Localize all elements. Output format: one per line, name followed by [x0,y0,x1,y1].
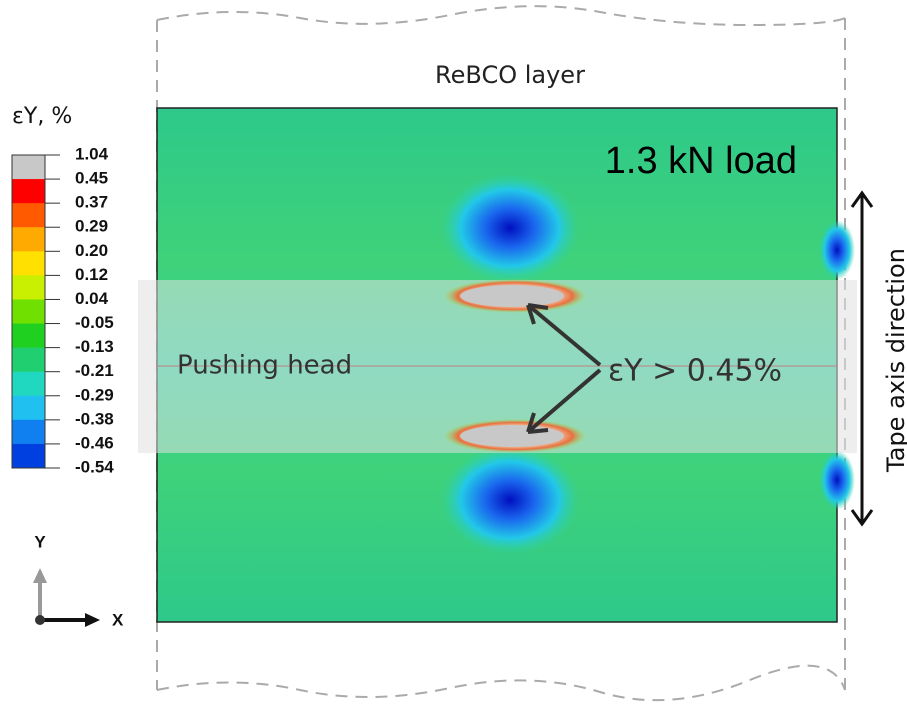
color-band [12,324,45,349]
color-band [12,372,45,397]
load-label: 1.3 kN load [605,140,797,182]
legend-label: 1.04 [75,144,109,163]
hot-core [460,285,564,307]
color-band [12,179,45,204]
color-band [12,348,45,373]
strain-spot [440,445,580,555]
color-band [12,203,45,228]
axis-direction-label: Tape axis direction [882,248,907,473]
legend-label: -0.13 [75,337,114,356]
hot-core [460,425,564,447]
legend-label: 0.20 [75,241,108,260]
legend-label: -0.38 [75,409,114,428]
color-band [12,396,45,421]
legend-label: -0.46 [75,433,114,452]
strain-spot [819,450,855,510]
legend-title: εY, % [12,104,72,129]
triad-label: Y [34,532,46,551]
color-band [12,275,45,300]
axis-triad [33,568,100,627]
legend-label: 0.45 [75,169,108,188]
color-band [12,155,45,180]
legend: 1.04 0.45 0.37 0.29 0.20 0.12 0.04 -0.05 -0.13 -0… [12,144,114,476]
legend-label: 0.29 [75,217,108,236]
color-band [12,227,45,252]
legend-label: -0.29 [75,385,114,404]
color-band [12,444,45,469]
legend-label: -0.21 [75,361,114,380]
color-band [12,420,45,445]
layer-label: ReBCO layer [435,61,585,89]
strain-annotation: εY > 0.45% [608,354,782,389]
legend-label: 0.04 [75,289,109,308]
strain-spot [440,173,580,283]
legend-label: 0.37 [75,193,108,212]
strain-spot [819,220,855,280]
legend-label: -0.05 [75,313,114,332]
color-band [12,251,45,276]
legend-label: 0.12 [75,265,108,284]
legend-label: -0.54 [75,457,114,476]
head-label: Pushing head [177,351,352,381]
triad-label: X [112,610,124,629]
color-band [12,299,45,324]
figure: ReBCO layer 1.3 kN load Pushing head εY … [0,0,907,712]
